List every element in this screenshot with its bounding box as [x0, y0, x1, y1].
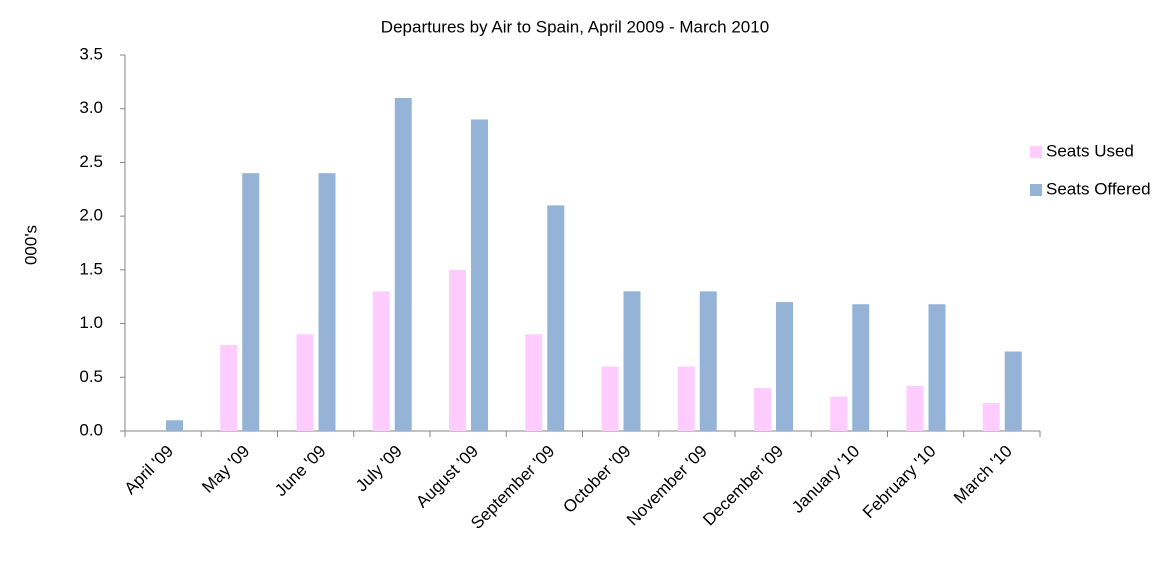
y-tick-label: 2.0	[79, 206, 103, 225]
bar	[906, 385, 924, 431]
bar	[242, 173, 260, 431]
y-axis-label: 000's	[21, 225, 40, 265]
bar	[982, 403, 1000, 431]
bar	[166, 420, 183, 431]
bar	[372, 291, 390, 431]
bar	[830, 396, 848, 431]
x-tick-label: August '09	[412, 442, 482, 512]
bar	[296, 334, 314, 431]
bar	[547, 205, 565, 431]
x-tick-label: October '09	[559, 442, 634, 517]
y-tick-label: 1.5	[79, 259, 103, 278]
x-tick-label: January '10	[788, 442, 863, 517]
legend-swatch	[1030, 146, 1042, 158]
legend-label: Seats Used	[1046, 141, 1134, 160]
y-tick-label: 0.0	[79, 420, 103, 439]
x-tick-label: December '09	[699, 442, 787, 530]
bar	[601, 366, 619, 431]
x-tick-label: April '09	[121, 442, 177, 498]
x-tick-label: June '09	[271, 442, 330, 501]
bar	[852, 304, 870, 431]
bar	[525, 334, 543, 431]
legend-label: Seats Offered	[1046, 179, 1151, 198]
y-tick-label: 1.0	[79, 313, 103, 332]
y-tick-label: 3.0	[79, 98, 103, 117]
bar	[1004, 351, 1022, 431]
y-tick-label: 0.5	[79, 367, 103, 386]
y-tick-label: 2.5	[79, 152, 103, 171]
bar	[220, 345, 238, 431]
x-tick-label: March '10	[950, 442, 1016, 508]
bar	[776, 302, 793, 431]
bar	[677, 366, 695, 431]
x-tick-label: May '09	[198, 442, 253, 497]
chart-title: Departures by Air to Spain, April 2009 -…	[381, 17, 769, 36]
bar	[754, 388, 771, 431]
bar	[394, 97, 412, 431]
bar	[623, 291, 641, 431]
bar	[928, 304, 946, 431]
x-tick-label: February '10	[859, 442, 940, 523]
y-tick-label: 3.5	[79, 44, 103, 63]
bar	[318, 173, 336, 431]
x-tick-label: July '09	[352, 442, 406, 496]
bar	[699, 291, 717, 431]
bar	[449, 269, 466, 431]
legend-swatch	[1030, 184, 1042, 196]
bar	[471, 119, 488, 431]
x-tick-label: November '09	[623, 442, 711, 530]
